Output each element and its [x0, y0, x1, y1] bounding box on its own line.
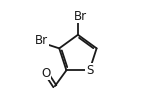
Text: Br: Br	[74, 10, 87, 23]
Text: S: S	[86, 64, 93, 77]
Text: O: O	[41, 67, 51, 79]
Text: Br: Br	[35, 34, 48, 47]
